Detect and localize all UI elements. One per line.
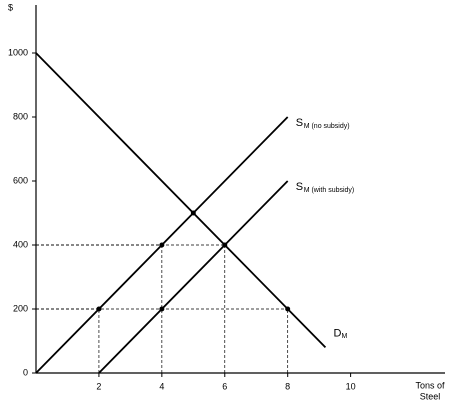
y-tick-label: 0 bbox=[23, 367, 28, 377]
x-axis-label: Steel bbox=[420, 391, 441, 401]
series-label-name: D bbox=[333, 327, 341, 339]
x-tick-label: 6 bbox=[222, 381, 227, 391]
y-tick-label: 1000 bbox=[8, 47, 28, 57]
series-label-subscript: M bbox=[341, 333, 347, 340]
y-axis-label: $ bbox=[8, 2, 13, 12]
x-tick-label: 8 bbox=[285, 381, 290, 391]
point bbox=[285, 306, 291, 312]
series-label-name: S bbox=[296, 181, 303, 193]
x-tick-label: 2 bbox=[96, 381, 101, 391]
y-tick-label: 800 bbox=[13, 111, 28, 121]
point bbox=[159, 306, 165, 312]
point bbox=[190, 210, 196, 216]
x-tick-label: 4 bbox=[159, 381, 164, 391]
point bbox=[159, 242, 165, 248]
y-tick-label: 400 bbox=[13, 239, 28, 249]
point bbox=[96, 306, 102, 312]
y-tick-label: 200 bbox=[13, 303, 28, 313]
y-tick-label: 600 bbox=[13, 175, 28, 185]
line bbox=[98, 180, 289, 374]
point bbox=[222, 242, 228, 248]
line bbox=[35, 52, 327, 349]
series-label-name: S bbox=[296, 117, 303, 129]
x-tick-label: 10 bbox=[346, 381, 356, 391]
x-axis-label: Tons of bbox=[415, 380, 445, 390]
series-label-subscript: M (no subsidy) bbox=[304, 123, 350, 130]
series-label-subscript: M (with subsidy) bbox=[304, 187, 355, 194]
